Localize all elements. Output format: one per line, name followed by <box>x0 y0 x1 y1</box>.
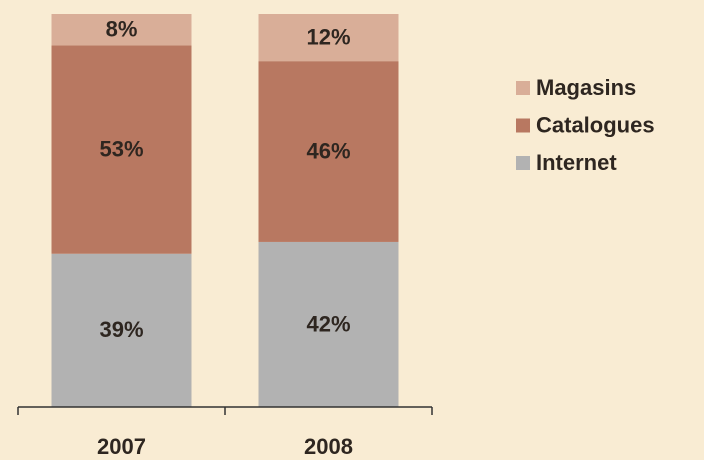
bar-segment <box>258 61 399 242</box>
x-tick-label: 2007 <box>97 434 146 459</box>
bar-segment <box>258 241 399 407</box>
legend-label: Catalogues <box>536 112 655 137</box>
data-label: 53% <box>99 136 143 161</box>
data-label: 39% <box>99 317 143 342</box>
data-label: 8% <box>106 17 138 42</box>
data-label: 12% <box>306 24 350 49</box>
legend-swatch <box>516 156 530 170</box>
x-tick-label: 2008 <box>304 434 353 459</box>
data-label: 46% <box>306 138 350 163</box>
bar-segment <box>51 45 192 254</box>
data-label: 42% <box>306 311 350 336</box>
bar-segment <box>51 14 192 46</box>
bar-segment <box>51 253 192 407</box>
legend-swatch <box>516 81 530 95</box>
bar-segment <box>258 14 399 62</box>
legend-swatch <box>516 118 530 133</box>
legend-label: Internet <box>536 150 617 175</box>
legend-label: Magasins <box>536 75 636 100</box>
